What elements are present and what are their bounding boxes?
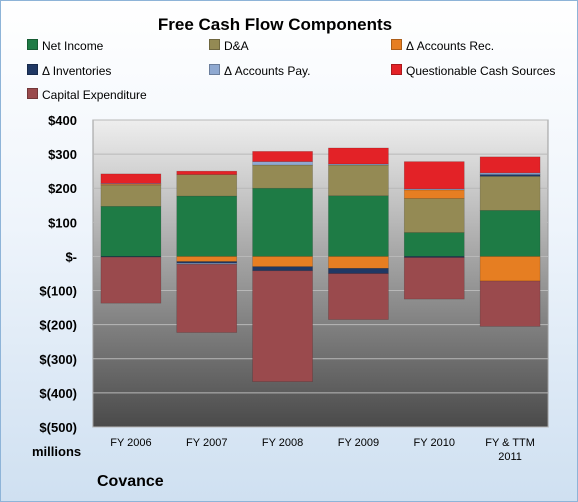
bar-segment-questionable-cash-sources [403, 161, 465, 190]
bar-segment-accounts-rec [328, 256, 389, 269]
legend-item: Δ Inventories [27, 64, 111, 78]
bar-segment-d-a [403, 198, 465, 233]
legend-swatch [209, 64, 220, 75]
bar-segment-net-income [176, 195, 238, 257]
bar-segment-inventories [252, 266, 313, 272]
bar-segment-net-income [328, 195, 389, 257]
bar-segment-accounts-pay [252, 161, 313, 166]
units-label: millions [32, 444, 82, 459]
bar-segment-capital-expenditure [100, 256, 162, 304]
bar-segment-accounts-rec [176, 256, 238, 262]
bar-segment-net-income [403, 232, 465, 257]
x-tick-label: FY 2007 [186, 437, 227, 449]
bar-segment-capital-expenditure [252, 270, 313, 382]
legend-label: Δ Inventories [42, 64, 112, 78]
bar-segment-d-a [479, 175, 541, 211]
bar-segment-questionable-cash-sources [176, 170, 238, 175]
bar-segment-d-a [328, 164, 389, 197]
legend-item: D&A [209, 39, 249, 53]
bar-segment-questionable-cash-sources [328, 147, 389, 165]
legend-label: Questionable Cash Sources [406, 64, 556, 78]
legend-label: D&A [224, 39, 249, 53]
bar-segment-capital-expenditure [176, 263, 238, 333]
legend-swatch [27, 39, 38, 50]
bar-segment-net-income [252, 187, 313, 257]
y-tick-label: $(200) [39, 318, 77, 333]
legend-swatch [391, 39, 402, 50]
bar-segment-capital-expenditure [479, 280, 541, 327]
bar-segment-inventories [328, 268, 389, 274]
bar-segment-d-a [100, 184, 162, 207]
legend-item: Questionable Cash Sources [391, 64, 555, 78]
legend-label: Capital Expenditure [42, 88, 147, 102]
legend-swatch [209, 39, 220, 50]
company-label: Covance [97, 473, 164, 490]
bar-segment-questionable-cash-sources [252, 151, 313, 162]
y-tick-label: $100 [48, 215, 77, 230]
y-tick-label: $300 [48, 147, 77, 162]
y-tick-label: $(300) [39, 352, 77, 367]
legend-swatch [27, 88, 38, 99]
bar-segment-accounts-rec [479, 256, 541, 282]
y-tick-label: $(100) [39, 284, 77, 299]
x-tick-label: FY 2010 [414, 437, 455, 449]
legend-item: Δ Accounts Rec. [391, 39, 494, 53]
legend-item: Δ Accounts Pay. [209, 64, 311, 78]
chart-title: Free Cash Flow Components [157, 15, 393, 34]
legend-swatch [391, 64, 402, 75]
legend-item: Capital Expenditure [27, 88, 147, 102]
x-tick-label: FY 2006 [110, 437, 151, 449]
bar-segment-questionable-cash-sources [100, 173, 162, 184]
legend-label: Net Income [42, 39, 104, 53]
bar-segment-net-income [100, 206, 162, 257]
legend-item: Net Income [27, 39, 103, 53]
bar-segment-d-a [176, 174, 238, 197]
bar-segment-accounts-rec [403, 189, 465, 199]
y-tick-label: $200 [48, 181, 77, 196]
bar-segment-d-a [252, 164, 313, 189]
bar-segment-capital-expenditure [403, 257, 465, 300]
x-tick-label: FY 2008 [262, 437, 303, 449]
y-tick-label: $(400) [39, 386, 77, 401]
bar-segment-questionable-cash-sources [479, 156, 541, 174]
y-tick-label: $- [65, 249, 77, 264]
legend-swatch [27, 64, 38, 75]
y-tick-label: $(500) [39, 420, 77, 435]
bar-segment-accounts-rec [252, 256, 313, 267]
y-tick-label: $400 [48, 113, 77, 128]
bar-segment-net-income [479, 210, 541, 257]
x-tick-label: FY 2009 [338, 437, 379, 449]
bar-segment-capital-expenditure [328, 273, 389, 320]
legend-label: Δ Accounts Rec. [406, 39, 495, 53]
plot-area [92, 119, 549, 428]
legend-label: Δ Accounts Pay. [224, 64, 311, 78]
x-tick-label: FY & TTM 2011 [485, 437, 535, 463]
